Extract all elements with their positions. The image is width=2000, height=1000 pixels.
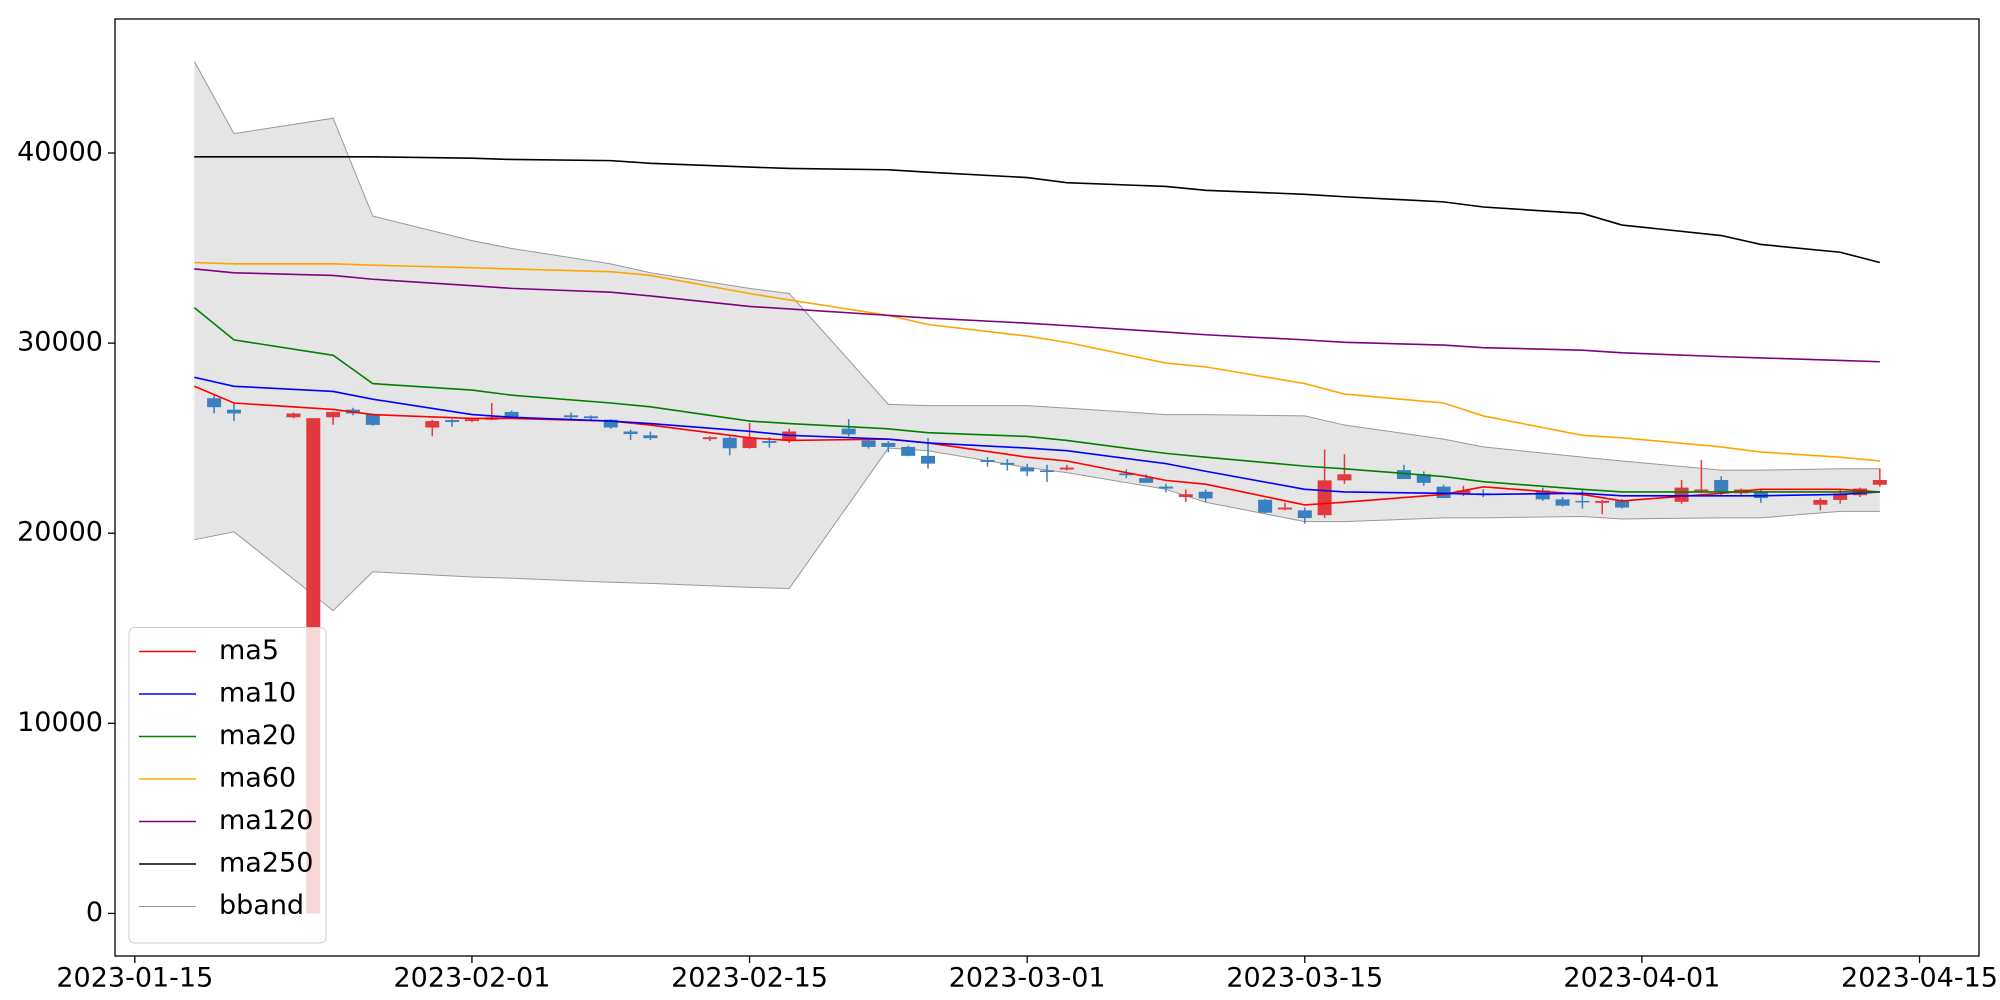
legend-label: ma20 [219, 720, 296, 751]
candle-body [1158, 486, 1173, 489]
candle-body [1020, 467, 1035, 472]
candle-body [1337, 474, 1352, 481]
y-tick-label: 30000 [17, 327, 103, 358]
ma-line [194, 156, 1881, 264]
x-tick-label: 2023-04-15 [1841, 963, 1998, 994]
ma-line [194, 261, 1880, 462]
candle-body [1317, 480, 1332, 516]
x-tick-label: 2023-03-01 [949, 963, 1106, 994]
candle-body [1674, 487, 1689, 502]
ma-line [194, 385, 1880, 506]
ma-line [194, 376, 1880, 497]
plot-frame [114, 18, 1980, 957]
line-layer [193, 156, 1881, 506]
y-tick-label: 10000 [17, 707, 103, 738]
x-tick-label: 2023-01-15 [56, 963, 213, 994]
candle-body [1595, 500, 1610, 503]
candle-body [1040, 470, 1054, 472]
x-tick-label: 2023-02-15 [671, 963, 828, 994]
legend-label: bband [219, 890, 304, 921]
candle-body [1258, 499, 1273, 513]
candle-body [1297, 510, 1312, 519]
candle-body [365, 414, 380, 425]
candle-body [1000, 462, 1015, 465]
legend-label: ma250 [219, 848, 313, 879]
candle-body [1694, 489, 1709, 492]
candle-body [841, 428, 856, 435]
ma-line [194, 268, 1880, 363]
ma-line [193, 306, 1880, 493]
candle-body [1119, 473, 1134, 476]
candle-body [564, 415, 579, 418]
candle-body [464, 419, 479, 422]
candle-body [1436, 486, 1451, 499]
candle-body [1198, 491, 1213, 499]
y-tick-label: 40000 [17, 137, 103, 168]
candle-body [1714, 479, 1729, 493]
legend: ma5 ma10 ma20 ma60 ma120 ma250 bband [128, 627, 327, 944]
candle-body [1813, 499, 1828, 505]
band-area [194, 61, 1880, 611]
candle-body [1535, 490, 1550, 500]
candle-body [445, 420, 460, 423]
legend-label: ma5 [219, 635, 279, 666]
candle-body [1872, 479, 1887, 485]
x-tick-label: 2023-03-15 [1226, 963, 1383, 994]
candle-body [583, 416, 598, 419]
candle-body [901, 446, 916, 456]
candle-body [207, 398, 222, 408]
candle-body [722, 437, 737, 449]
candle-body [1139, 478, 1154, 483]
candle-body [742, 437, 757, 449]
candle-body [1396, 470, 1411, 480]
candle-body [921, 455, 936, 464]
candle-body [1178, 494, 1193, 498]
candle-body [1416, 474, 1431, 483]
candle-body [326, 411, 341, 418]
candle-body [603, 419, 618, 428]
candle-body [1059, 467, 1074, 470]
candle-body [762, 441, 777, 443]
candle-body [980, 460, 995, 462]
candle-body [1277, 507, 1292, 510]
candle-body [861, 440, 876, 447]
candle-body [702, 437, 717, 440]
candle-body [504, 411, 519, 418]
y-tick-label: 20000 [17, 517, 103, 548]
candle-body [643, 435, 658, 439]
candle-body [1615, 500, 1630, 508]
legend-label: ma60 [219, 763, 296, 794]
axes-layer: 0 10000 20000 30000 40000 2023-01-15 2023-02-0… [17, 18, 1998, 994]
candle-body [425, 421, 440, 428]
candle-body [1456, 490, 1471, 494]
candle-body [286, 413, 301, 418]
x-tick-label: 2023-04-01 [1563, 963, 1720, 994]
candle-body [226, 409, 241, 414]
candle-body [623, 431, 638, 434]
legend-label: ma10 [219, 678, 296, 709]
candle-body [1753, 491, 1768, 499]
legend-label: ma120 [219, 805, 313, 836]
candle-body [1833, 493, 1848, 500]
band-upper [193, 61, 1880, 471]
candle-body [881, 442, 896, 447]
x-tick-label: 2023-02-01 [393, 963, 550, 994]
candle-body [1555, 499, 1570, 506]
y-tick-label: 0 [86, 897, 103, 928]
candle-body [1575, 500, 1590, 503]
